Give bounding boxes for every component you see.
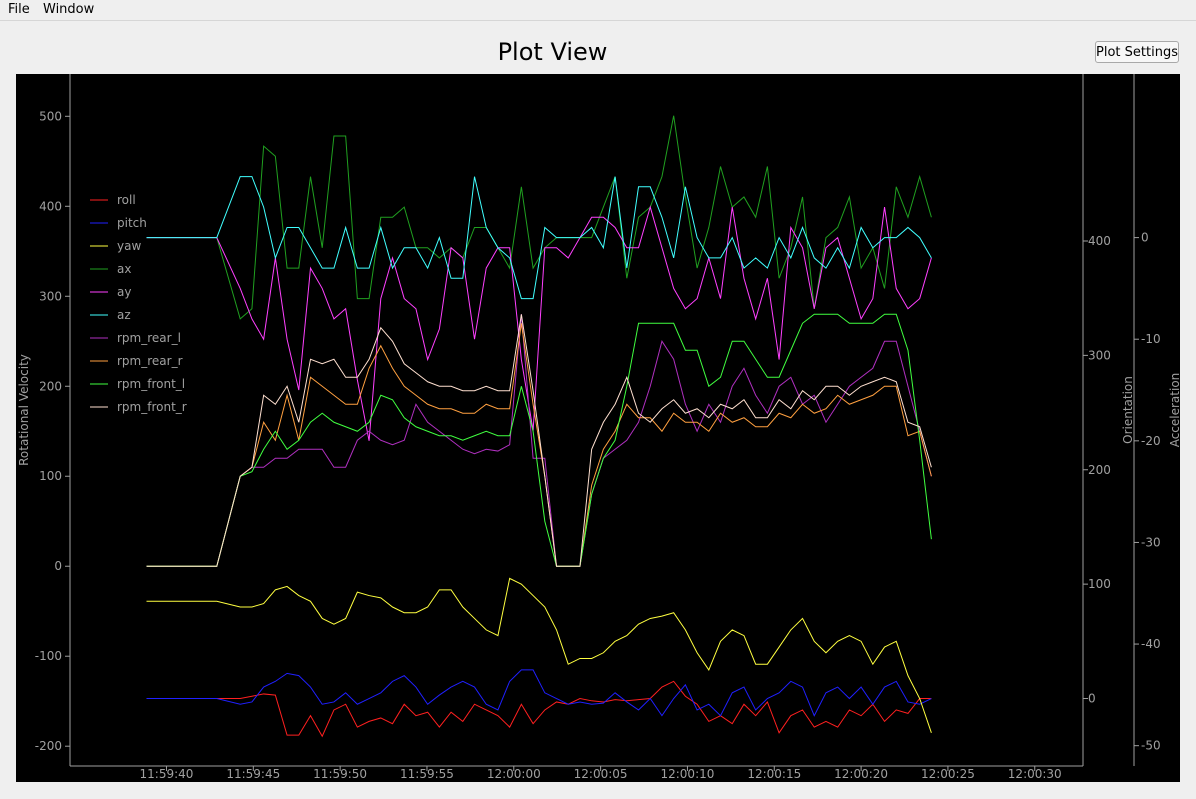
rotational-velocity-tick-label: 200 [39,379,62,393]
acceleration-tick-label: -10 [1141,332,1161,346]
orientation-axis-label: Orientation [1121,376,1135,444]
legend-label-rpm_rear_r: rpm_rear_r [117,354,183,368]
x-tick-label: 11:59:50 [313,767,367,781]
plot-background [16,74,1180,782]
series-line-ay [146,205,932,441]
legend-label-roll: roll [117,193,136,207]
orientation-tick-label: 200 [1088,463,1111,477]
series-line-pitch [146,669,932,717]
chart-canvas: -200-10001002003004005000100200300400-50… [16,74,1182,782]
series-line-rpm_front_r [146,314,932,567]
menu-file[interactable]: File [8,2,30,17]
x-tick-label: 12:00:10 [660,767,714,781]
rotational-velocity-tick-label: 400 [39,199,62,213]
x-tick-label: 11:59:45 [226,767,280,781]
x-tick-label: 12:00:00 [487,767,541,781]
legend-label-yaw: yaw [117,239,141,253]
legend-label-rpm_front_r: rpm_front_r [117,400,187,414]
x-tick-label: 12:00:20 [834,767,888,781]
orientation-tick-label: 100 [1088,577,1111,591]
x-tick-label: 11:59:40 [140,767,194,781]
x-tick-label: 12:00:30 [1008,767,1062,781]
legend-label-rpm_front_l: rpm_front_l [117,377,185,391]
acceleration-tick-label: -50 [1141,739,1161,753]
legend-label-pitch: pitch [117,216,147,230]
orientation-tick-label: 0 [1088,692,1096,706]
x-tick-label: 11:59:55 [400,767,454,781]
plot-area[interactable]: -200 -100 0 100 200 300 400 500 0 100 200 300 400 -50… [16,74,1182,782]
rotational-velocity-tick-label: -200 [35,739,62,753]
menu-bar: File Window [0,0,1196,21]
rotational-velocity-tick-label: 500 [39,109,62,123]
rotational-velocity-tick-label: 300 [39,289,62,303]
series-line-az [146,176,932,300]
acceleration-tick-label: -30 [1141,535,1161,549]
rotational-velocity-tick-label: 100 [39,469,62,483]
orientation-tick-label: 300 [1088,348,1111,362]
legend-label-ax: ax [117,262,131,276]
legend: roll pitch yaw ax ay az rpm_rear_l rpm_rear_rrp… [90,193,187,414]
rotational-velocity-tick-label: -100 [35,649,62,663]
series-line-roll [146,680,932,738]
acceleration-tick-label: 0 [1141,231,1149,245]
rotational-velocity-tick-label: 0 [54,559,62,573]
series-line-yaw [146,577,932,733]
x-tick-label: 12:00:25 [921,767,975,781]
legend-label-ay: ay [117,285,131,299]
orientation-tick-label: 400 [1088,234,1111,248]
legend-label-az: az [117,308,131,322]
acceleration-tick-label: -40 [1141,637,1161,651]
acceleration-tick-label: -20 [1141,434,1161,448]
page-title: Plot View [497,38,608,66]
acceleration-axis-label: Acceleration [1168,373,1180,448]
x-tick-label: 12:00:15 [747,767,801,781]
rotational-velocity-axis-label: Rotational Velocity [17,354,31,466]
plot-settings-button[interactable]: Plot Settings [1095,41,1179,63]
x-tick-label: 12:00:05 [574,767,628,781]
menu-window[interactable]: Window [43,2,95,17]
legend-label-rpm_rear_l: rpm_rear_l [117,331,181,345]
